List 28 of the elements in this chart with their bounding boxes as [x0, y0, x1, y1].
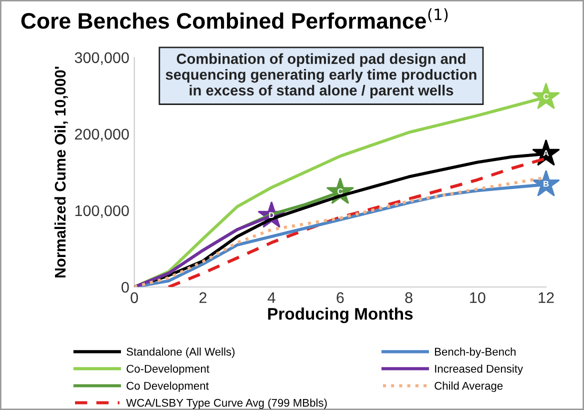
annotation: B: [544, 180, 549, 187]
x-tick-label: 4: [268, 292, 276, 303]
legend-label: WCA/LSBY Type Curve Avg (799 MBbls): [126, 398, 327, 409]
annotation: A: [543, 150, 549, 156]
y-tick-label: 100,000: [75, 205, 129, 218]
y-tick-label: 300,000: [74, 52, 129, 65]
annotation: C: [543, 94, 549, 100]
x-tick-label: 6: [336, 292, 344, 304]
annotation: Combination of optimized pad design and sequencing generating early time production in excess of stand alone / parent wells: [166, 53, 476, 98]
legend-label: Bench-by-Bench: [435, 348, 516, 358]
x-tick-label: 8: [405, 292, 412, 304]
annotation: D: [269, 212, 274, 218]
x-tick-label: 12: [538, 292, 554, 303]
y-tick-label: 200,000: [75, 128, 129, 142]
annotation: C: [338, 188, 343, 194]
y-axis-title: Normalized Cume Oil, 10,000': [54, 66, 68, 278]
y-tick-label: 0: [122, 282, 129, 293]
x-tick-label: 10: [470, 292, 486, 304]
legend-label: Co Development: [126, 382, 209, 392]
chart-title: Core Benches Combined Performance$^{(1)}$: [21, 8, 448, 29]
point: [532, 82, 560, 110]
legend-label: Standalone (All Wells): [126, 348, 235, 358]
x-axis-title: Producing Months: [268, 307, 413, 324]
legend-label: Co-Development: [126, 364, 210, 375]
x-tick-label: 2: [199, 292, 206, 303]
legend-label: Child Average: [434, 382, 503, 392]
x-tick-label: 0: [130, 292, 138, 304]
legend-label: Increased Density: [435, 364, 524, 375]
